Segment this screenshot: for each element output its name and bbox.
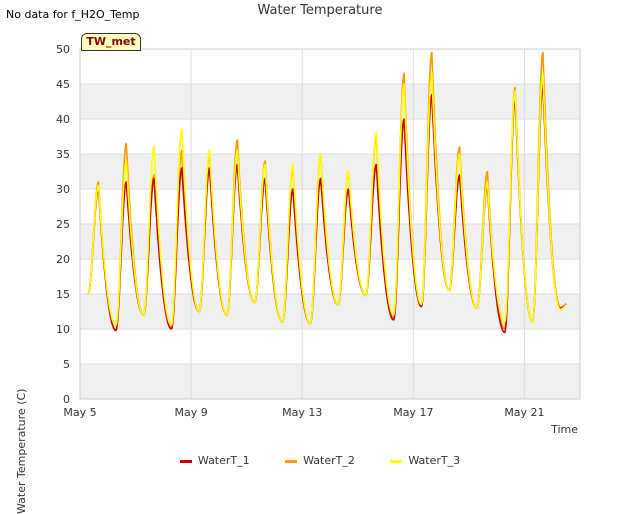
chart-svg: 0 5 10 15 20 25 30 35 40 45 50 May 5 May 9 May 13 May … [56, 43, 581, 419]
y-tick-label: 20 [56, 253, 70, 266]
legend: WaterT_1 WaterT_2 WaterT_3 [0, 454, 640, 467]
plot-frame [79, 48, 581, 400]
x-tick-label: May 13 [282, 406, 322, 419]
y-tick-label: 10 [56, 323, 70, 336]
x-tick-label: May 9 [174, 406, 207, 419]
legend-swatch-watert-1 [179, 459, 192, 463]
y-tick-label: 25 [56, 218, 70, 231]
y-tick-label: 15 [56, 288, 70, 301]
series-line-watert-3 [87, 72, 567, 327]
y-tick-label: 40 [56, 113, 70, 126]
legend-swatch-watert-3 [390, 459, 403, 463]
y-tick-label: 5 [63, 358, 70, 371]
tower-tag-label: TW_met [81, 33, 141, 51]
grid-band [80, 364, 580, 399]
legend-item-watert-3: WaterT_3 [390, 454, 460, 467]
y-tick-label: 50 [56, 43, 70, 56]
y-tick-label: 0 [63, 393, 70, 406]
legend-swatch-watert-2 [285, 459, 298, 463]
grid-band [80, 154, 580, 189]
legend-label-watert-3: WaterT_3 [408, 454, 461, 467]
legend-item-watert-1: WaterT_1 [179, 454, 250, 467]
y-tick-label: 30 [56, 183, 70, 196]
legend-item-watert-2: WaterT_2 [285, 454, 355, 467]
legend-label-watert-2: WaterT_2 [303, 454, 355, 467]
x-axis-label: Time [551, 423, 578, 436]
y-tick-label: 45 [56, 78, 70, 91]
x-tick-label: May 17 [393, 406, 433, 419]
y-axis-label: Water Temperature (C) [15, 388, 28, 514]
legend-label-watert-1: WaterT_1 [197, 454, 250, 467]
chart-title: Water Temperature [257, 3, 383, 18]
y-tick-label: 35 [56, 148, 70, 161]
grid-band [80, 84, 580, 119]
x-tick-label: May 5 [63, 406, 96, 419]
no-data-note: No data for f_H2O_Temp [6, 8, 140, 21]
grid-band [80, 224, 580, 259]
x-tick-label: May 21 [504, 406, 544, 419]
